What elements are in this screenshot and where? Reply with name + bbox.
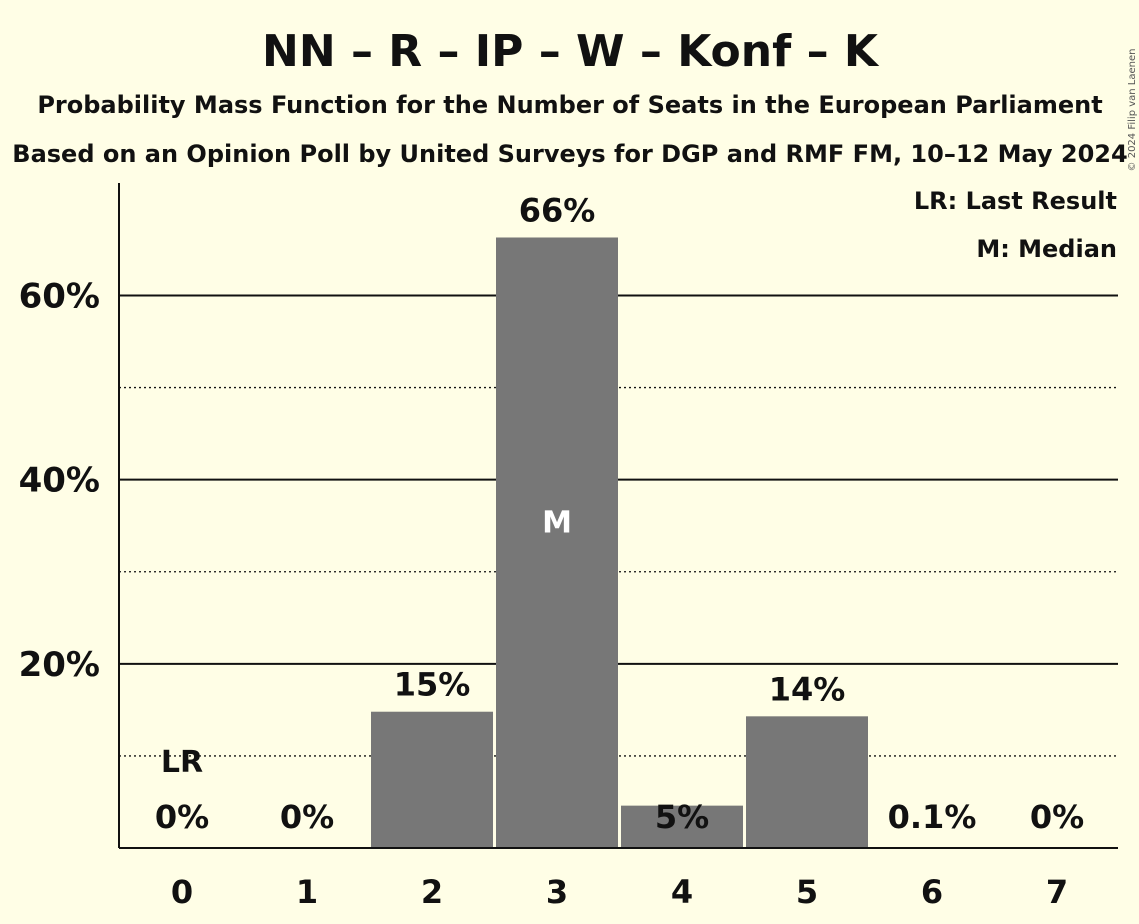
- y-tick-label: 20%: [19, 645, 100, 685]
- legend-item-last-result: LR: Last Result: [914, 187, 1117, 215]
- data-labels: 0% 0 0% 1 15% 2 66% 3 5% 4 14% 5 0.1% 6 0% 7 M LR: [155, 191, 1084, 911]
- bar-seat-3: [496, 237, 618, 849]
- y-tick-label: 60%: [19, 277, 100, 317]
- copyright-note: © 2024 Filip van Laenen: [1127, 49, 1138, 172]
- data-label: 0%: [1030, 798, 1084, 836]
- data-label: 14%: [769, 670, 846, 708]
- data-label: 66%: [519, 191, 596, 229]
- y-tick-label: 40%: [19, 461, 100, 501]
- gridlines: 20% 40% 60%: [19, 277, 1118, 757]
- axes: [118, 183, 1118, 849]
- x-tick-label: 3: [546, 873, 568, 911]
- median-marker: M: [542, 506, 572, 541]
- x-tick-label: 0: [171, 873, 193, 911]
- data-label: 0%: [155, 798, 209, 836]
- chart-subtitle: Probability Mass Function for the Number…: [37, 91, 1102, 119]
- chart-title: NN – R – IP – W – Konf – K: [262, 26, 880, 77]
- data-label: 15%: [394, 666, 471, 704]
- chart-source-line: Based on an Opinion Poll by United Surve…: [12, 140, 1127, 168]
- legend-item-median: M: Median: [976, 235, 1117, 263]
- bar-seat-2: [371, 711, 493, 848]
- data-label: 5%: [655, 798, 709, 836]
- x-tick-label: 6: [921, 873, 943, 911]
- legend: LR: Last Result M: Median: [914, 187, 1117, 263]
- x-tick-label: 4: [671, 873, 693, 911]
- bar-seat-4: [621, 805, 743, 848]
- data-label: 0.1%: [888, 798, 977, 836]
- last-result-marker: LR: [161, 745, 203, 780]
- x-tick-label: 1: [296, 873, 318, 911]
- data-label: 0%: [280, 798, 334, 836]
- x-tick-label: 2: [421, 873, 443, 911]
- x-tick-label: 7: [1046, 873, 1068, 911]
- bars: [371, 237, 993, 849]
- bar-seat-5: [746, 716, 868, 848]
- x-tick-label: 5: [796, 873, 818, 911]
